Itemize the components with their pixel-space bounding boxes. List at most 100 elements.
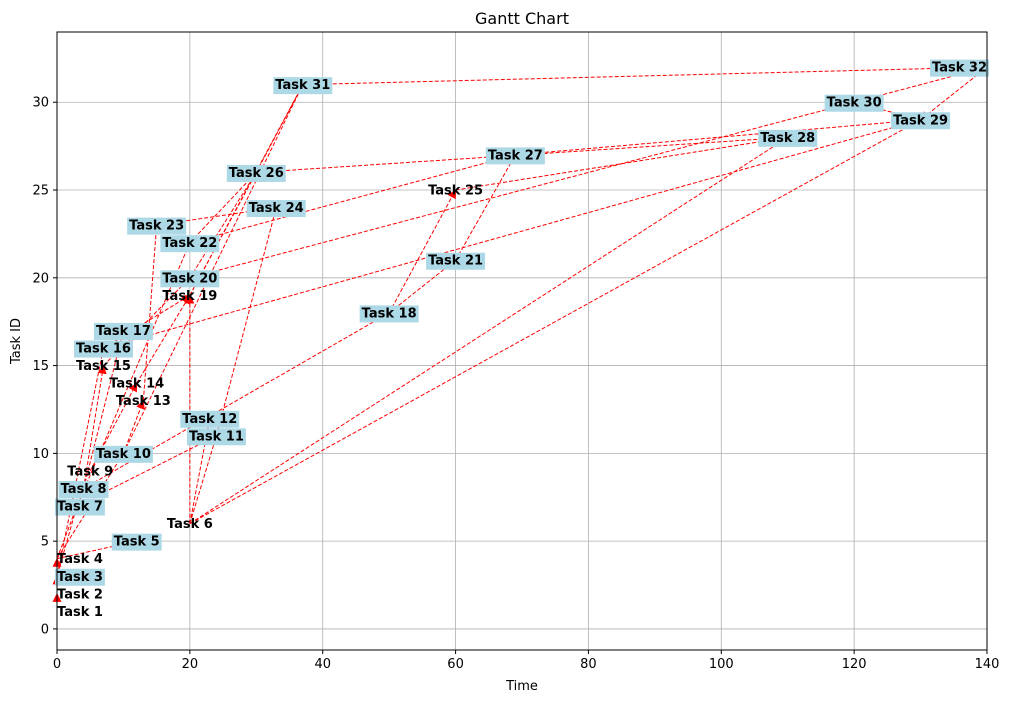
task-label: Task 31 (273, 77, 333, 95)
task-label: Task 18 (359, 305, 419, 323)
task-label-text: Task 24 (249, 201, 304, 216)
task-label-box (111, 533, 162, 551)
task-label: Task 30 (824, 94, 884, 112)
grid-lines (56, 32, 988, 650)
task-label-text: Task 26 (229, 166, 284, 181)
task-label-box (58, 480, 109, 498)
task-label-box (93, 322, 153, 340)
task-labels: Task 1 Task 2 Task 3 Task 4 Task 5 Task 6 Task… (55, 59, 989, 620)
task-label: Task 26 (226, 164, 286, 182)
task-label-text: Task 9 (67, 464, 113, 479)
x-tick-label: 120 (842, 657, 867, 672)
task-label-text: Task 22 (162, 236, 217, 251)
task-label-box (180, 410, 240, 428)
task-label: Task 1 (57, 605, 103, 620)
y-tick-label: 25 (32, 184, 49, 199)
task-label-text: Task 6 (167, 517, 213, 532)
task-label-box (160, 235, 220, 253)
dependency-arrow (122, 399, 145, 454)
task-label-box (359, 305, 419, 323)
task-label: Task 27 (485, 147, 545, 165)
task-label: Task 9 (67, 464, 113, 479)
task-label-text: Task 20 (162, 271, 217, 286)
x-tick-label: 0 (53, 657, 61, 672)
x-tick-label: 60 (447, 657, 464, 672)
y-tick-label: 30 (32, 96, 49, 111)
dependency-arrow (302, 62, 988, 86)
task-label-text: Task 18 (362, 306, 417, 321)
task-label-text: Task 17 (96, 324, 151, 339)
task-label: Task 2 (57, 587, 103, 602)
task-label-box (485, 147, 545, 165)
dependency-arrow (388, 189, 457, 314)
y-tick-label: 20 (32, 271, 49, 286)
task-label-text: Task 10 (96, 447, 151, 462)
dependency-arrow (189, 99, 856, 279)
task-label-box (246, 200, 306, 218)
task-label-text: Task 12 (182, 412, 237, 427)
dependency-arrow (56, 347, 107, 577)
task-label: Task 10 (93, 445, 153, 463)
task-label: Task 3 (55, 568, 105, 586)
x-tick-label: 140 (975, 657, 1000, 672)
y-tick-label: 5 (41, 535, 49, 550)
task-label: Task 11 (186, 428, 246, 446)
dependency-arrow (103, 117, 922, 349)
x-tick-label: 80 (580, 657, 597, 672)
task-label: Task 28 (758, 129, 818, 147)
dependency-arrow (215, 206, 279, 436)
task-label-text: Task 23 (129, 219, 184, 234)
dependency-arrow (89, 382, 138, 472)
dependency-arrow (136, 294, 191, 384)
task-label: Task 14 (109, 377, 164, 392)
task-label-box (426, 252, 486, 270)
y-tick-label: 0 (41, 622, 49, 637)
task-label-text: Task 13 (116, 394, 171, 409)
task-label-text: Task 1 (57, 605, 103, 620)
chart-title: Gantt Chart (475, 9, 569, 28)
task-label-box (758, 129, 818, 147)
task-label-text: Task 16 (76, 342, 131, 357)
task-label: Task 7 (55, 498, 105, 516)
dependency-arrow (189, 83, 304, 296)
dependency-arrow (83, 364, 107, 489)
y-tick-label: 10 (32, 447, 49, 462)
task-label: Task 12 (180, 410, 240, 428)
task-label-box (55, 568, 105, 586)
dependency-arrow (455, 154, 516, 261)
dependency-arrow (255, 83, 304, 173)
task-label-box (824, 94, 884, 112)
task-label-text: Task 3 (57, 570, 103, 585)
task-label: Task 17 (93, 322, 153, 340)
task-label-text: Task 21 (428, 254, 483, 269)
task-label-text: Task 29 (893, 113, 948, 128)
task-label: Task 6 (167, 517, 213, 532)
task-label-box (160, 270, 220, 288)
task-label: Task 22 (160, 235, 220, 253)
task-label-text: Task 25 (428, 184, 483, 199)
task-label-box (891, 112, 951, 130)
y-axis-label: Task ID (9, 318, 24, 365)
task-label: Task 8 (58, 480, 109, 498)
task-label-text: Task 11 (189, 429, 244, 444)
dependency-arrow (189, 171, 257, 279)
task-label-box (74, 340, 133, 358)
task-label-text: Task 27 (488, 148, 543, 163)
dependency-arrow (515, 116, 922, 156)
dependency-arrow (189, 152, 517, 244)
task-label-text: Task 28 (760, 131, 815, 146)
task-label: Task 15 (76, 359, 131, 374)
dependency-arrow (189, 171, 257, 244)
task-label-text: Task 14 (109, 377, 164, 392)
dependency-arrow (83, 312, 390, 489)
x-tick-label: 20 (182, 657, 199, 672)
task-label-text: Task 31 (275, 78, 330, 93)
dependency-arrow (189, 434, 219, 524)
x-tick-label: 40 (314, 657, 331, 672)
task-label-text: Task 7 (57, 500, 103, 515)
task-label: Task 4 (57, 552, 103, 567)
task-label-text: Task 5 (114, 535, 160, 550)
task-label-text: Task 15 (76, 359, 131, 374)
x-tick-label: 100 (709, 657, 734, 672)
